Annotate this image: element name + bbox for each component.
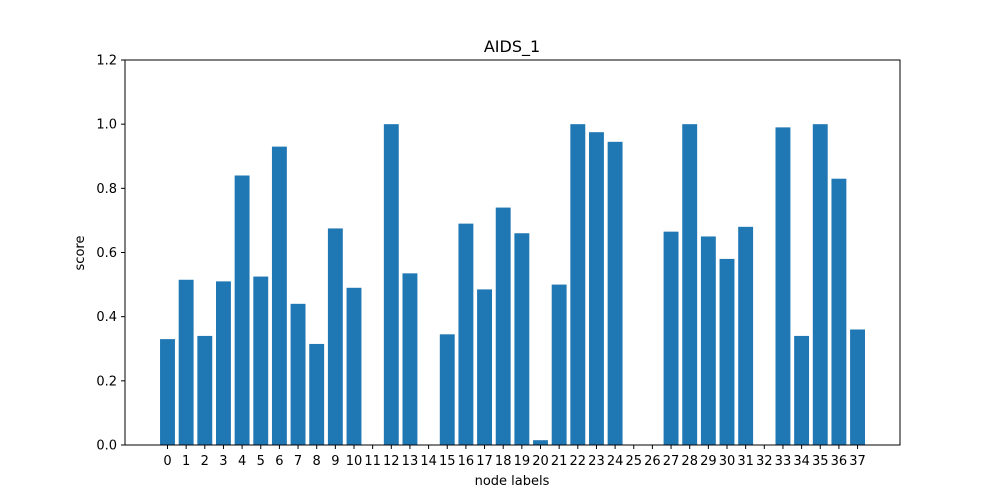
x-tick-label: 1 xyxy=(182,454,190,469)
x-tick-label: 36 xyxy=(831,454,848,469)
bar-6 xyxy=(271,146,287,446)
x-tick-label: 37 xyxy=(849,454,866,469)
bar-34 xyxy=(794,335,810,445)
y-tick-label: 0.0 xyxy=(96,439,117,454)
bar-2 xyxy=(197,335,213,445)
bar-3 xyxy=(216,281,231,446)
y-tick-label: 1.0 xyxy=(96,118,117,133)
bar-18 xyxy=(495,207,511,445)
x-tick-label: 6 xyxy=(275,454,283,469)
x-tick-label: 13 xyxy=(402,454,419,469)
y-tick-label: 0.4 xyxy=(96,310,117,325)
x-tick-label: 19 xyxy=(514,454,531,469)
y-tick-label: 0.6 xyxy=(96,246,117,261)
bar-4 xyxy=(234,175,250,445)
x-tick-label: 16 xyxy=(458,454,475,469)
bar-27 xyxy=(663,231,679,445)
bar-19 xyxy=(514,233,530,445)
x-tick-label: 14 xyxy=(420,454,437,469)
x-tick-label: 21 xyxy=(551,454,568,469)
x-tick-label: 7 xyxy=(294,454,302,469)
x-tick-label: 2 xyxy=(201,454,209,469)
bar-7 xyxy=(290,303,306,445)
x-tick-label: 30 xyxy=(719,454,736,469)
x-tick-label: 32 xyxy=(756,454,773,469)
x-tick-label: 17 xyxy=(476,454,493,469)
x-tick-label: 8 xyxy=(313,454,321,469)
x-tick-label: 23 xyxy=(588,454,605,469)
x-tick-label: 5 xyxy=(257,454,265,469)
x-tick-label: 34 xyxy=(793,454,810,469)
x-tick-label: 35 xyxy=(812,454,829,469)
x-tick-label: 20 xyxy=(532,454,549,469)
y-axis-ticks: 0.0 0.2 0.4 0.6 0.8 1.0 1.2 xyxy=(96,54,125,454)
bar-5 xyxy=(253,276,269,445)
x-tick-label: 29 xyxy=(700,454,717,469)
bar-0 xyxy=(160,339,175,446)
x-tick-label: 28 xyxy=(681,454,698,469)
x-tick-label: 18 xyxy=(495,454,512,469)
bar-15 xyxy=(439,334,455,445)
x-tick-label: 22 xyxy=(570,454,587,469)
x-tick-label: 3 xyxy=(219,454,227,469)
bar-20 xyxy=(533,440,548,445)
bars-group xyxy=(160,124,865,446)
bar-12 xyxy=(383,124,399,446)
x-tick-label: 26 xyxy=(644,454,661,469)
x-axis-ticks: 0 1 2 3 4 5 6 7 8 9 10 11 12 13 14 15 16 17 18 19 20 21 22 23 24… xyxy=(163,445,866,469)
bar-22 xyxy=(570,124,586,446)
x-tick-label: 9 xyxy=(331,454,339,469)
bar-21 xyxy=(551,284,567,445)
bar-35 xyxy=(812,124,828,446)
bar-17 xyxy=(477,289,492,445)
x-tick-label: 12 xyxy=(383,454,400,469)
x-tick-label: 15 xyxy=(439,454,456,469)
x-tick-label: 24 xyxy=(607,454,624,469)
bar-28 xyxy=(682,124,698,446)
bar-1 xyxy=(178,279,194,445)
bar-24 xyxy=(607,141,623,445)
y-tick-label: 0.8 xyxy=(96,182,117,197)
x-axis-title: node labels xyxy=(475,474,550,489)
bar-31 xyxy=(738,226,754,445)
x-tick-label: 11 xyxy=(364,454,381,469)
bar-16 xyxy=(458,223,474,445)
bar-23 xyxy=(589,132,604,445)
plot-frame xyxy=(124,59,901,446)
x-tick-label: 4 xyxy=(238,454,246,469)
bar-9 xyxy=(327,228,343,445)
x-tick-label: 27 xyxy=(663,454,680,469)
y-axis-title: score xyxy=(73,236,88,271)
bar-37 xyxy=(850,329,865,445)
y-tick-label: 1.2 xyxy=(96,54,117,69)
x-tick-label: 10 xyxy=(346,454,363,469)
bar-29 xyxy=(700,236,716,445)
x-tick-label: 33 xyxy=(775,454,792,469)
x-tick-label: 31 xyxy=(737,454,754,469)
x-tick-label: 25 xyxy=(625,454,642,469)
bar-33 xyxy=(775,127,791,446)
bar-13 xyxy=(402,273,418,445)
bar-30 xyxy=(719,258,735,445)
chart-title: AIDS_1 xyxy=(484,37,540,57)
bar-36 xyxy=(831,178,847,445)
y-tick-label: 0.2 xyxy=(96,374,117,389)
bar-10 xyxy=(346,287,362,445)
x-tick-label: 0 xyxy=(163,454,171,469)
bar-8 xyxy=(309,343,325,445)
